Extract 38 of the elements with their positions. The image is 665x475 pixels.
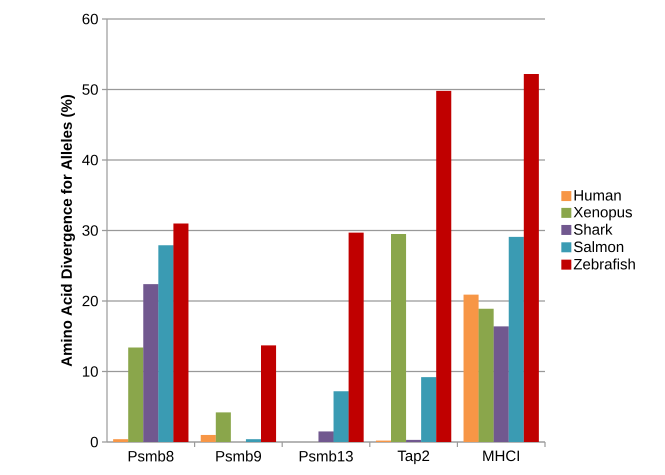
bar [494,326,509,442]
bar [318,431,334,442]
x-tick-label: MHCI [483,450,519,462]
bar [478,308,494,442]
legend-label: Zebrafish [574,258,635,270]
bar [524,74,539,442]
x-tick-label: Tap2 [398,450,430,464]
y-tick-label: 40 [82,154,98,166]
y-tick-label: 0 [90,436,98,448]
legend-label: Human [574,190,621,201]
x-tick-label: Psmb9 [216,450,262,462]
bar [391,234,406,442]
bar [421,377,436,442]
bar [128,348,144,442]
y-tick-label: 30 [82,225,98,236]
bar [261,345,276,442]
legend-label: Shark [574,224,613,235]
y-tick-label: 50 [82,84,98,95]
bar [143,284,158,442]
y-tick-label: 10 [82,366,98,377]
bar [216,412,231,442]
bar [173,223,188,442]
y-tick-label: 20 [82,296,98,306]
bar [508,236,524,442]
x-tick-label: Psmb13 [300,450,353,462]
bar [246,439,261,442]
bar [200,434,216,442]
legend-label: Xenopus [574,206,632,220]
bar [436,90,452,442]
y-axis-title: Amino Acid Divergence for Alleles (%) [60,94,75,366]
bar [334,391,349,442]
bar [464,294,479,442]
legend-label: Salmon [574,241,624,252]
bar [348,232,364,442]
y-tick-label: 60 [82,14,98,24]
x-tick-label: Psmb8 [128,450,174,462]
bar [113,439,128,442]
bar [158,245,174,442]
